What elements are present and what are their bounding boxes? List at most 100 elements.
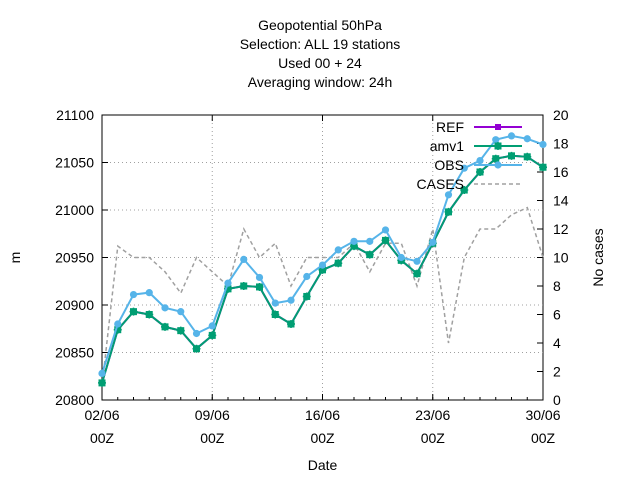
x-tick-label-time: 00Z [200,430,225,446]
data-point-amv1-cross [444,207,453,216]
x-tick-label-time: 00Z [421,430,446,446]
y2-tick-label: 16 [553,164,569,180]
data-point-obs [129,290,138,299]
data-point-obs [145,289,153,297]
x-tick-label-time: 00Z [90,430,115,446]
data-point-amv1-cross [539,163,547,172]
x-tick-label: 23/06 [415,407,450,423]
data-point-amv1-cross [460,186,469,195]
legend-marker-obs [494,161,502,169]
data-point-amv1-cross [255,282,264,291]
data-point-obs [507,132,516,140]
legend-marker-amv1-cross [494,142,502,150]
y2-tick-label: 4 [553,335,561,351]
x-axis-label: Date [308,457,338,473]
series-cases [101,206,544,386]
data-point-amv1-cross [302,292,311,301]
data-point-obs [350,237,358,245]
legend-label: REF [436,119,464,135]
data-point-obs [429,238,437,246]
data-point-amv1-cross [413,269,421,278]
y2-tick-label: 20 [553,107,569,123]
data-point-obs [334,246,342,254]
data-point-obs [366,237,374,245]
series-line-cases [101,206,544,386]
data-point-obs [476,157,484,165]
data-point-obs [208,322,216,330]
x-tick-label: 16/06 [305,407,340,423]
data-point-amv1-cross [287,320,295,328]
y2-tick-label: 6 [553,307,561,323]
data-point-obs [255,273,264,282]
data-point-obs [318,261,327,269]
data-point-amv1-cross [381,236,390,245]
data-point-obs [240,255,248,263]
data-point-obs [224,279,232,287]
title-line: Selection: ALL 19 stations [240,36,401,52]
series-obs [98,132,547,377]
legend-marker-ref [495,124,501,130]
data-point-amv1-cross [491,154,500,163]
title-line: Geopotential 50hPa [258,17,382,33]
x-tick-label-time: 00Z [310,430,335,446]
data-point-obs [413,257,421,265]
y-tick-label: 20850 [55,345,94,361]
data-point-amv1-cross [334,259,343,268]
y-tick-label: 21100 [56,107,94,123]
x-tick-label: 02/06 [84,407,119,423]
x-tick-label: 09/06 [195,407,230,423]
title-line: Averaging window: 24h [248,74,393,90]
data-point-amv1-cross [507,151,516,160]
title-line: Used 00 + 24 [278,55,362,71]
data-point-obs [523,135,531,143]
x-tick-label: 30/06 [525,407,560,423]
y2-tick-label: 18 [553,136,569,152]
data-point-obs [271,299,279,307]
series-layer [98,132,547,387]
y-tick-label: 21050 [55,155,94,171]
y2-axis-label: No cases [590,228,606,286]
data-point-obs [444,191,453,199]
y2-tick-label: 14 [553,193,569,209]
data-point-obs [381,226,390,234]
legend-label: amv1 [430,138,464,154]
data-point-amv1-cross [365,250,374,259]
data-point-amv1-cross [271,310,280,319]
y-axis-label: m [7,252,23,264]
data-point-obs [397,253,405,262]
data-point-obs [98,369,106,377]
data-point-amv1-cross [523,152,532,161]
legend-label: CASES [417,176,464,192]
data-point-amv1-cross [176,326,185,335]
data-point-obs [303,272,311,281]
data-point-obs [539,140,547,149]
data-point-amv1-cross [476,168,484,176]
data-point-obs [192,329,201,338]
data-point-obs [114,320,122,328]
data-point-amv1-cross [161,322,169,331]
x-tick-label-time: 00Z [531,430,556,446]
y2-tick-label: 10 [553,250,569,266]
data-point-obs [177,308,185,316]
data-point-obs [287,296,295,304]
axis-ticks: 20800 20850 20900 20950 21000 21050 21100 0 2 4 6 8… [55,107,569,446]
data-point-amv1-cross [208,331,217,340]
y-tick-label: 20950 [55,250,94,266]
data-point-amv1-cross [145,310,154,319]
y2-tick-label: 0 [553,392,561,408]
y2-tick-label: 8 [553,278,561,294]
data-point-obs [492,136,500,144]
chart-title: Geopotential 50hPa Selection: ALL 19 stat… [240,17,401,90]
data-point-obs [460,164,468,172]
data-point-amv1-cross [192,344,201,353]
legend-label: OBS [434,157,464,173]
data-point-amv1-cross [129,307,138,316]
data-point-amv1-cross [98,378,106,387]
data-point-obs [161,304,169,312]
y-tick-label: 20900 [55,297,94,313]
y2-tick-label: 12 [553,221,569,237]
y2-tick-label: 2 [553,364,561,380]
y-tick-label: 21000 [55,202,94,218]
y-tick-label: 20800 [55,392,94,408]
